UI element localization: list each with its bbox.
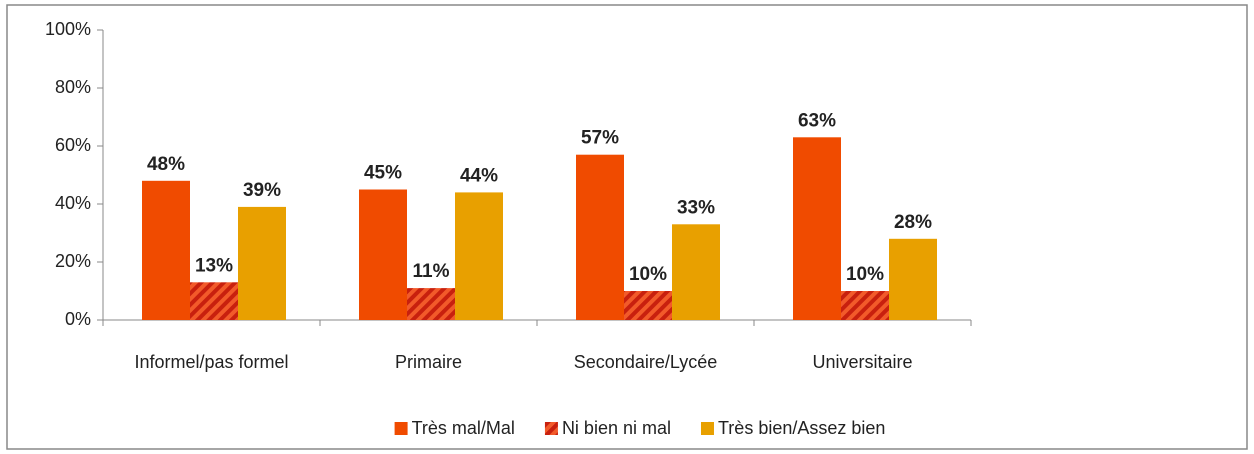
value-label: 28% bbox=[894, 212, 932, 233]
bar bbox=[672, 224, 720, 320]
value-label: 10% bbox=[629, 264, 667, 285]
y-tick-label: 20% bbox=[55, 251, 91, 271]
frame bbox=[6, 4, 1248, 450]
bar bbox=[793, 137, 841, 320]
value-label: 45% bbox=[364, 163, 402, 184]
bar bbox=[624, 291, 672, 320]
bar bbox=[576, 154, 624, 320]
bar bbox=[407, 288, 455, 320]
bar bbox=[142, 180, 190, 320]
value-label: 11% bbox=[413, 261, 450, 282]
legend-label: Ni bien ni mal bbox=[562, 418, 671, 438]
value-label: 13% bbox=[195, 255, 233, 276]
bar bbox=[889, 238, 937, 320]
legend-label: Très mal/Mal bbox=[412, 418, 515, 438]
y-tick-label: 0% bbox=[65, 309, 91, 329]
y-tick-label: 100% bbox=[45, 19, 91, 39]
bar bbox=[455, 192, 503, 320]
value-label: 39% bbox=[243, 180, 281, 201]
x-tick-label: Universitaire bbox=[812, 352, 913, 372]
legend-marker bbox=[700, 422, 714, 435]
legend-marker bbox=[544, 422, 558, 435]
bar bbox=[359, 189, 407, 320]
bar bbox=[841, 291, 889, 320]
x-tick-label: Secondaire/Lycée bbox=[573, 352, 718, 372]
bar bbox=[190, 282, 238, 320]
y-tick-label: 80% bbox=[55, 77, 91, 97]
y-tick-label: 60% bbox=[55, 135, 91, 155]
value-label: 48% bbox=[147, 154, 185, 175]
x-tick-label: Primaire bbox=[394, 352, 462, 372]
legend-marker bbox=[394, 422, 408, 435]
value-label: 57% bbox=[581, 128, 619, 149]
value-label: 63% bbox=[798, 110, 836, 131]
x-tick-label: Informel/pas formel bbox=[134, 352, 289, 372]
y-tick-label: 40% bbox=[55, 193, 91, 213]
bar bbox=[238, 206, 286, 320]
legend-label: Très bien/Assez bien bbox=[718, 418, 885, 438]
value-label: 44% bbox=[460, 165, 498, 186]
value-label: 33% bbox=[677, 197, 715, 218]
value-label: 10% bbox=[846, 264, 884, 285]
